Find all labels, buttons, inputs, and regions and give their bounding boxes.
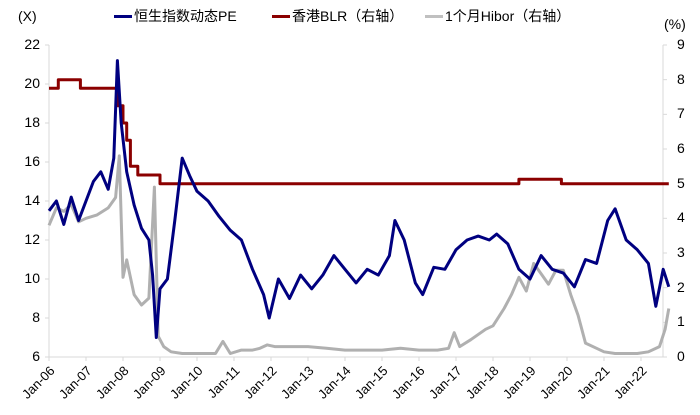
legend-item-hibor: 1个月Hibor（右轴）	[425, 6, 570, 26]
legend-item-blr: 香港BLR（右轴）	[272, 6, 403, 26]
legend-swatch-pe-icon	[114, 14, 132, 18]
left-tick-label: 10	[24, 270, 40, 286]
legend-swatch-blr-icon	[272, 14, 290, 18]
left-tick-label: 6	[32, 348, 40, 364]
right-axis-unit: (%)	[664, 16, 686, 32]
left-tick-label: 20	[24, 75, 40, 91]
legend-label-pe: 恒生指数动态PE	[134, 8, 237, 24]
series-line-2	[47, 154, 671, 355]
right-tick-label: 8	[677, 70, 685, 87]
left-tick-label: 8	[32, 309, 40, 325]
right-tick-label: 6	[677, 140, 685, 156]
left-tick-label: 22	[24, 36, 40, 52]
right-tick-label: 9	[677, 36, 685, 52]
legend-swatch-hibor-icon	[425, 14, 443, 18]
legend-label-hibor: 1个月Hibor（右轴）	[445, 8, 571, 24]
right-tick-label: 1	[677, 313, 685, 330]
left-tick-label: 14	[24, 192, 40, 208]
right-tick-label: 2	[677, 278, 685, 295]
right-tick-label: 3	[677, 244, 685, 260]
left-tick-label: 12	[24, 231, 40, 247]
right-tick-label: 4	[677, 209, 685, 226]
legend: 恒生指数动态PE 香港BLR（右轴） 1个月Hibor（右轴）	[0, 4, 700, 26]
left-axis-unit: (X)	[18, 8, 37, 24]
legend-label-blr: 香港BLR（右轴）	[292, 8, 404, 24]
series-line-0	[47, 59, 671, 339]
series-line-1	[49, 78, 669, 186]
right-tick-label: 7	[677, 105, 685, 122]
left-tick-label: 16	[24, 153, 40, 169]
right-tick-label: 0	[677, 348, 685, 364]
right-tick-label: 5	[677, 174, 685, 191]
left-tick-label: 18	[24, 114, 40, 130]
legend-item-pe: 恒生指数动态PE	[114, 6, 237, 26]
